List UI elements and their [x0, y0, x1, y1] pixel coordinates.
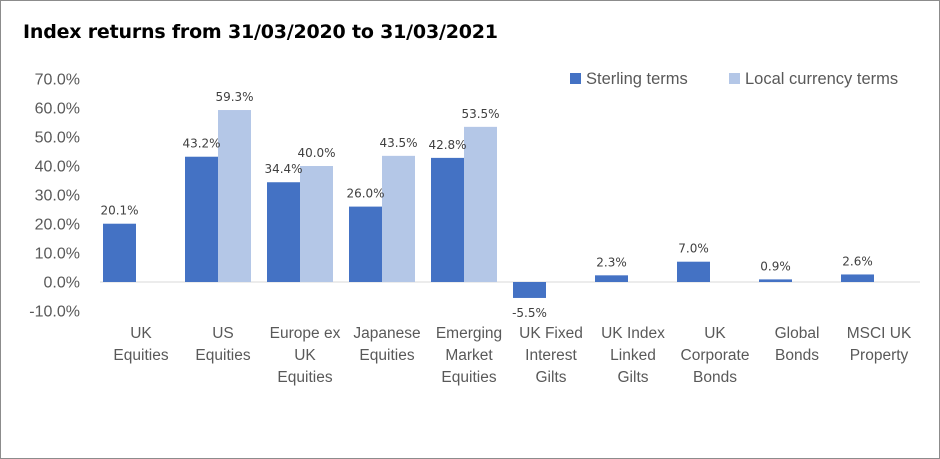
- category-label: Equities: [195, 347, 250, 364]
- bar-sterling: [185, 156, 218, 282]
- category-label: Europe ex: [270, 325, 341, 342]
- bar-sterling: [349, 206, 382, 282]
- data-label: 26.0%: [346, 187, 384, 201]
- category-label: UK: [294, 347, 316, 364]
- category-label: Equities: [277, 369, 332, 386]
- data-label: 42.8%: [428, 138, 466, 152]
- category-label: Gilts: [536, 369, 567, 386]
- category-label: Equities: [113, 347, 168, 364]
- y-tick-label: 30.0%: [35, 188, 80, 205]
- category-label: MSCI UK: [847, 325, 912, 342]
- category-label: Bonds: [693, 369, 737, 386]
- legend-label-local-currency: Local currency terms: [745, 70, 898, 88]
- category-label: Linked: [610, 347, 656, 364]
- y-tick-label: -10.0%: [29, 304, 80, 321]
- data-label: 59.3%: [215, 90, 253, 104]
- bar-local-currency: [382, 155, 415, 282]
- category-label: UK Fixed: [519, 325, 583, 342]
- y-tick-label: 60.0%: [35, 101, 80, 118]
- y-tick-label: 10.0%: [35, 246, 80, 263]
- bar-sterling: [513, 282, 546, 298]
- y-tick-label: 70.0%: [35, 72, 80, 89]
- y-tick-label: 20.0%: [35, 217, 80, 234]
- bar-local-currency: [300, 166, 333, 282]
- data-label: 40.0%: [297, 146, 335, 160]
- category-labels-group: UK Equities US Equities Europe ex UK Equities J…: [113, 325, 912, 386]
- bar-sterling: [103, 223, 136, 282]
- legend: Sterling terms Local currency terms: [570, 70, 898, 88]
- y-tick-label: 50.0%: [35, 130, 80, 147]
- data-label: 43.2%: [182, 137, 220, 151]
- category-label: Japanese: [353, 325, 420, 342]
- category-label: Corporate: [681, 347, 750, 364]
- legend-label-sterling: Sterling terms: [586, 70, 688, 88]
- bar-local-currency: [464, 126, 497, 282]
- category-label: Interest: [525, 347, 577, 364]
- legend-swatch-sterling: [570, 73, 581, 84]
- chart-title: Index returns from 31/03/2020 to 31/03/2…: [23, 21, 498, 43]
- bar-sterling: [677, 261, 710, 282]
- category-label: Property: [850, 347, 909, 364]
- legend-swatch-local-currency: [729, 73, 740, 84]
- data-label: 2.6%: [842, 254, 873, 268]
- category-label: UK Index: [601, 325, 665, 342]
- bar-sterling: [841, 274, 874, 282]
- data-label: 20.1%: [100, 204, 138, 218]
- y-tick-label: 40.0%: [35, 159, 80, 176]
- data-label: 0.9%: [760, 259, 791, 273]
- bar-sterling: [267, 182, 300, 282]
- category-label: UK: [130, 325, 152, 342]
- y-tick-label: 0.0%: [44, 275, 80, 292]
- category-label: UK: [704, 325, 726, 342]
- bar-sterling: [759, 279, 792, 282]
- data-labels-group: 20.1% 43.2% 59.3% 34.4% 40.0% 26.0% 43.5% 42.8%…: [100, 90, 872, 320]
- data-label: 43.5%: [379, 136, 417, 150]
- bar-local-currency: [218, 110, 251, 282]
- category-label: Market: [445, 347, 493, 364]
- category-label: Equities: [359, 347, 414, 364]
- category-label: Gilts: [618, 369, 649, 386]
- category-label: Equities: [441, 369, 496, 386]
- category-label: Global: [775, 325, 820, 342]
- data-label: 2.3%: [596, 255, 627, 269]
- data-label: 7.0%: [678, 242, 709, 256]
- y-axis: 70.0% 60.0% 50.0% 40.0% 30.0% 20.0% 10.0% 0.0% -…: [29, 72, 80, 321]
- bar-sterling: [431, 157, 464, 282]
- bars-group: [103, 110, 874, 298]
- category-label: US: [212, 325, 234, 342]
- data-label: 34.4%: [264, 162, 302, 176]
- bar-sterling: [595, 275, 628, 282]
- category-label: Emerging: [436, 325, 502, 342]
- category-label: Bonds: [775, 347, 819, 364]
- data-label: 53.5%: [461, 107, 499, 121]
- data-label: -5.5%: [512, 306, 547, 320]
